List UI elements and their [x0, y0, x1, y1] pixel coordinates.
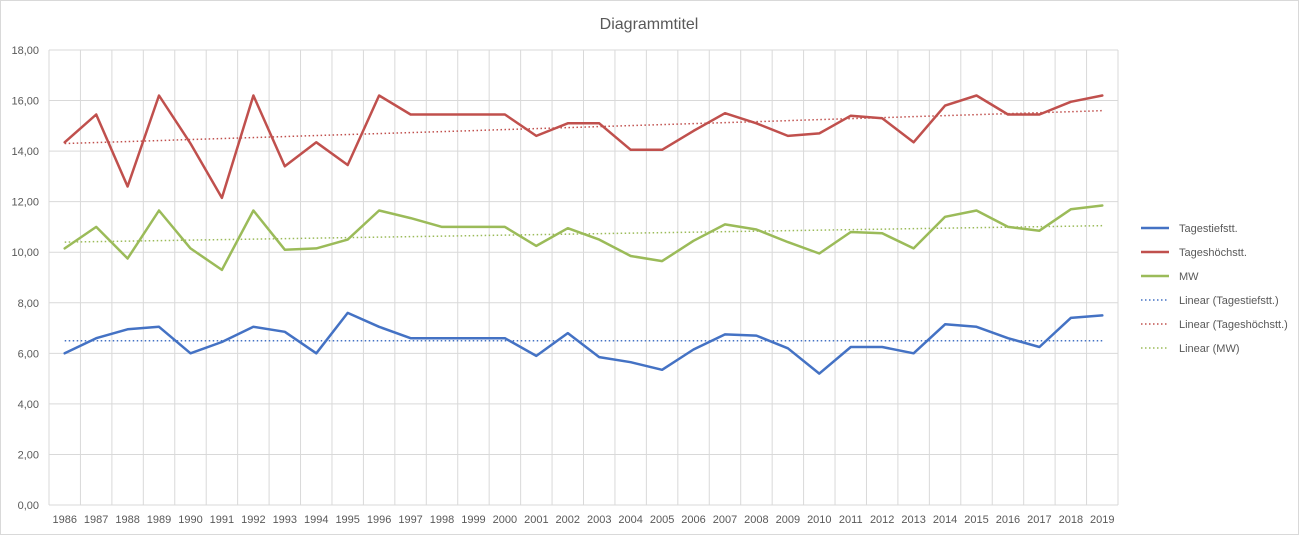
y-tick-label-9: 18,00	[11, 45, 39, 57]
y-tick-label-4: 8,00	[18, 298, 39, 310]
legend-entry-5: Linear (MW)	[1179, 343, 1240, 355]
legend-entry-3: Linear (Tagestiefstt.)	[1179, 295, 1279, 307]
series-line-0	[63, 311, 1104, 375]
y-tick-label-7: 14,00	[11, 146, 39, 158]
x-tick-label-5: 1991	[210, 514, 234, 526]
y-tick-label-1: 2,00	[18, 449, 39, 461]
x-tick-label-7: 1993	[273, 514, 297, 526]
y-axis-ticks: 0,00 2,00 4,00 6,00 8,00 10,00 12,00 14,00 16,00…	[11, 45, 39, 512]
x-tick-label-18: 2004	[618, 514, 642, 526]
series-line-2	[63, 204, 1104, 272]
x-tick-label-2: 1988	[115, 514, 139, 526]
x-tick-label-8: 1994	[304, 514, 328, 526]
x-tick-label-30: 2016	[996, 514, 1020, 526]
legend: Tagestiefstt. Tageshöchstt. MW Linear (Tage…	[1141, 223, 1288, 355]
x-tick-label-19: 2005	[650, 514, 674, 526]
x-tick-label-17: 2003	[587, 514, 611, 526]
chart-title: Diagrammtitel	[600, 16, 699, 33]
x-tick-label-3: 1989	[147, 514, 171, 526]
x-tick-label-27: 2013	[901, 514, 925, 526]
x-tick-label-0: 1986	[52, 514, 76, 526]
x-tick-label-29: 2015	[964, 514, 988, 526]
legend-entry-2: MW	[1179, 271, 1199, 283]
y-tick-label-2: 4,00	[18, 399, 39, 411]
y-tick-label-0: 0,00	[18, 500, 39, 512]
y-tick-label-3: 6,00	[18, 348, 39, 360]
x-tick-label-11: 1997	[398, 514, 422, 526]
x-tick-label-20: 2006	[681, 514, 705, 526]
legend-entry-0: Tagestiefstt.	[1179, 223, 1238, 235]
x-tick-label-6: 1992	[241, 514, 265, 526]
x-axis-ticks: 1986 1987 1988 1989 1990 1991 1992 1993 1994 1995…	[52, 514, 1114, 526]
x-tick-label-16: 2002	[556, 514, 580, 526]
x-tick-label-12: 1998	[430, 514, 454, 526]
legend-entry-1: Tageshöchstt.	[1179, 247, 1247, 259]
gridlines	[48, 49, 1119, 506]
x-tick-label-21: 2007	[713, 514, 737, 526]
y-tick-label-5: 10,00	[11, 247, 39, 259]
x-tick-label-24: 2010	[807, 514, 831, 526]
x-tick-label-1: 1987	[84, 514, 108, 526]
x-tick-label-31: 2017	[1027, 514, 1051, 526]
x-tick-label-14: 2000	[493, 514, 517, 526]
x-tick-label-9: 1995	[335, 514, 359, 526]
x-tick-label-22: 2008	[744, 514, 768, 526]
y-tick-label-6: 12,00	[11, 197, 39, 209]
legend-entry-4: Linear (Tageshöchstt.)	[1179, 319, 1288, 331]
x-tick-label-25: 2011	[839, 514, 863, 526]
x-tick-label-33: 2019	[1090, 514, 1114, 526]
x-tick-label-4: 1990	[178, 514, 202, 526]
trendline-1	[64, 109, 1103, 145]
x-tick-label-15: 2001	[524, 514, 548, 526]
y-tick-label-8: 16,00	[11, 96, 39, 108]
x-tick-label-32: 2018	[1059, 514, 1083, 526]
series-line-1	[63, 94, 1104, 200]
series-lines	[63, 94, 1104, 375]
x-tick-label-13: 1999	[461, 514, 485, 526]
x-tick-label-23: 2009	[776, 514, 800, 526]
x-tick-label-10: 1996	[367, 514, 391, 526]
x-tick-label-26: 2012	[870, 514, 894, 526]
x-tick-label-28: 2014	[933, 514, 957, 526]
